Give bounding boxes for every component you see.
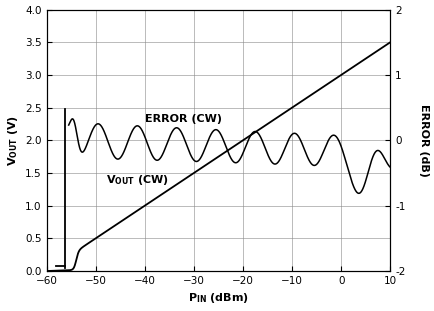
Y-axis label: ERROR (dB): ERROR (dB)	[418, 104, 428, 177]
Text: ERROR (CW): ERROR (CW)	[145, 114, 221, 124]
X-axis label: $\mathbf{P_{IN}}$ (dBm): $\mathbf{P_{IN}}$ (dBm)	[187, 291, 248, 305]
Y-axis label: $\mathbf{V_{OUT}}$ (V): $\mathbf{V_{OUT}}$ (V)	[6, 115, 20, 166]
Text: $\mathbf{V_{OUT}}$ (CW): $\mathbf{V_{OUT}}$ (CW)	[105, 173, 168, 187]
